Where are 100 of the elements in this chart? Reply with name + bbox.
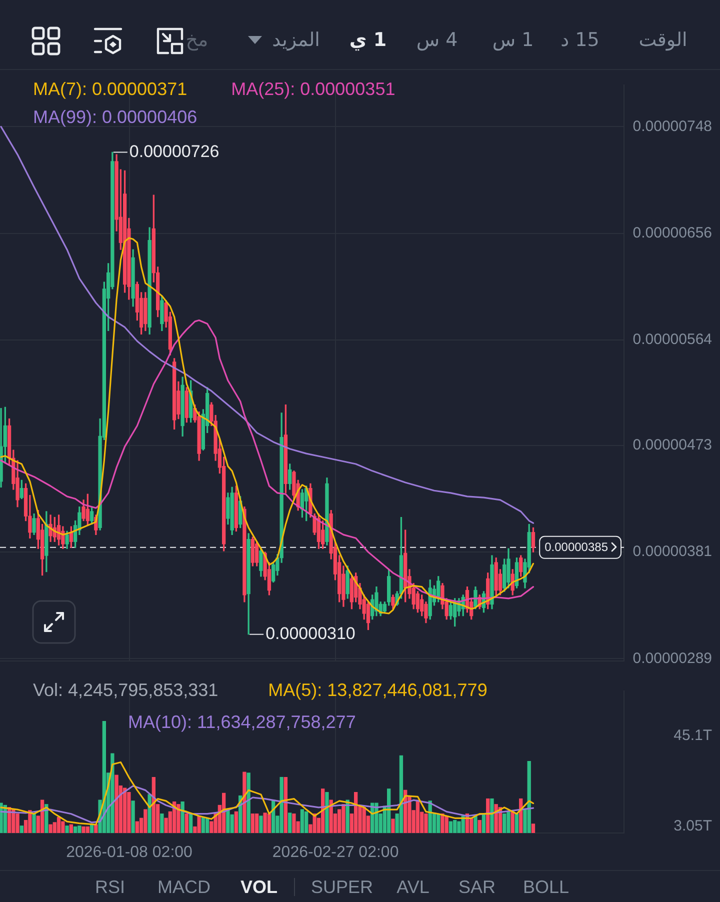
text: مخ: [186, 28, 208, 52]
text: 1 س: [492, 28, 534, 52]
bar: [280, 776, 284, 833]
bar: [148, 794, 152, 833]
bar: [436, 814, 440, 833]
bar: [90, 824, 94, 833]
x-tick-label: 2026-01-08 02:00: [66, 844, 193, 862]
bar: [354, 792, 358, 833]
bar: [391, 818, 395, 833]
text: BOLL: [522, 876, 570, 898]
bar: [242, 772, 246, 833]
bar: [160, 814, 164, 833]
bar: [510, 811, 514, 833]
text: 4 س: [416, 28, 458, 52]
bar: [482, 814, 486, 833]
text: MA(7): 0.00000371: [33, 78, 188, 101]
bar: [114, 774, 118, 833]
bar: [474, 816, 478, 833]
y-tick-label: 45.1T: [674, 727, 712, 744]
y-tick-label: 0.00000656: [632, 224, 712, 242]
bar: [122, 788, 127, 833]
text: VOL: [240, 876, 278, 898]
bar: [48, 824, 52, 833]
bar: [250, 814, 255, 833]
bar: [65, 826, 69, 833]
bar: [514, 814, 519, 833]
y-tick-label: 0.00000748: [632, 118, 712, 135]
bar: [234, 811, 238, 833]
text: MA(10): 11,634,287,758,277: [128, 711, 356, 734]
bar: [267, 814, 272, 833]
bar: [506, 811, 510, 833]
y-tick-label: 0.00000289: [632, 650, 712, 667]
bar: [110, 753, 114, 833]
ref-line-label: 0.00000385: [544, 540, 608, 554]
text: MA(25): 0.00000351: [231, 78, 396, 101]
bar: [16, 814, 20, 833]
bar: [284, 776, 288, 833]
bar: [440, 814, 444, 833]
bar: [246, 772, 250, 833]
text: RSI: [94, 876, 126, 898]
bar: [424, 814, 428, 833]
bar: [78, 826, 82, 833]
y-tick-label: 0.00000473: [632, 436, 712, 454]
bar: [263, 812, 267, 833]
bar: [32, 814, 36, 833]
bar: [73, 826, 78, 833]
bar: [478, 820, 482, 833]
bar: [254, 814, 259, 833]
x-tick-label: 2026-02-27 02:00: [272, 844, 399, 862]
annotation: 0.00000310: [266, 624, 356, 644]
bar: [325, 792, 329, 833]
y-tick-label: 0.00000564: [632, 331, 712, 348]
bar: [144, 809, 148, 833]
bar: [531, 824, 536, 833]
bar: [197, 816, 201, 833]
text: SAR: [458, 876, 496, 898]
bar: [342, 804, 346, 833]
bar: [56, 816, 61, 833]
bar: [448, 821, 453, 833]
text: الوقت: [638, 28, 688, 52]
text: 1 ي: [349, 28, 387, 52]
bar: [0, 802, 3, 833]
bar: [292, 814, 296, 833]
bar: [527, 761, 531, 833]
annotation: Vol: 4,245,795,853,331: [33, 679, 218, 702]
bar: [180, 801, 184, 833]
bar: [188, 814, 193, 833]
bar: [362, 807, 366, 833]
bar: [135, 821, 140, 833]
bar: [288, 812, 292, 833]
bar: [416, 800, 420, 833]
bar: [61, 821, 65, 833]
bar: [230, 814, 234, 833]
y-tick-label: 0.00000381: [632, 543, 712, 560]
bar: [184, 814, 189, 833]
bar: [259, 816, 263, 833]
bar: [205, 818, 210, 833]
text: MACD: [158, 876, 210, 898]
text: المزيد: [272, 28, 320, 52]
y-tick-label: 3.05T: [674, 818, 712, 835]
bar: [502, 814, 506, 833]
text: SUPER: [310, 876, 374, 898]
bar: [399, 755, 404, 833]
series-label: MA(99): 0.00000406: [33, 106, 198, 129]
bar: [69, 824, 73, 833]
text: AVL: [396, 876, 430, 898]
bar: [82, 826, 86, 833]
bar: [490, 798, 494, 833]
text: MA(5): 13,827,446,081,779: [268, 679, 488, 702]
bar: [131, 800, 135, 833]
bar: [486, 798, 490, 833]
bar: [304, 811, 308, 833]
text: 15 د: [560, 28, 600, 52]
annotation: 0.00000726: [129, 142, 220, 161]
bar: [176, 804, 180, 833]
bar: [226, 809, 230, 833]
bar: [86, 826, 90, 833]
bar: [453, 820, 457, 833]
bar: [300, 809, 304, 833]
bar: [201, 816, 206, 833]
